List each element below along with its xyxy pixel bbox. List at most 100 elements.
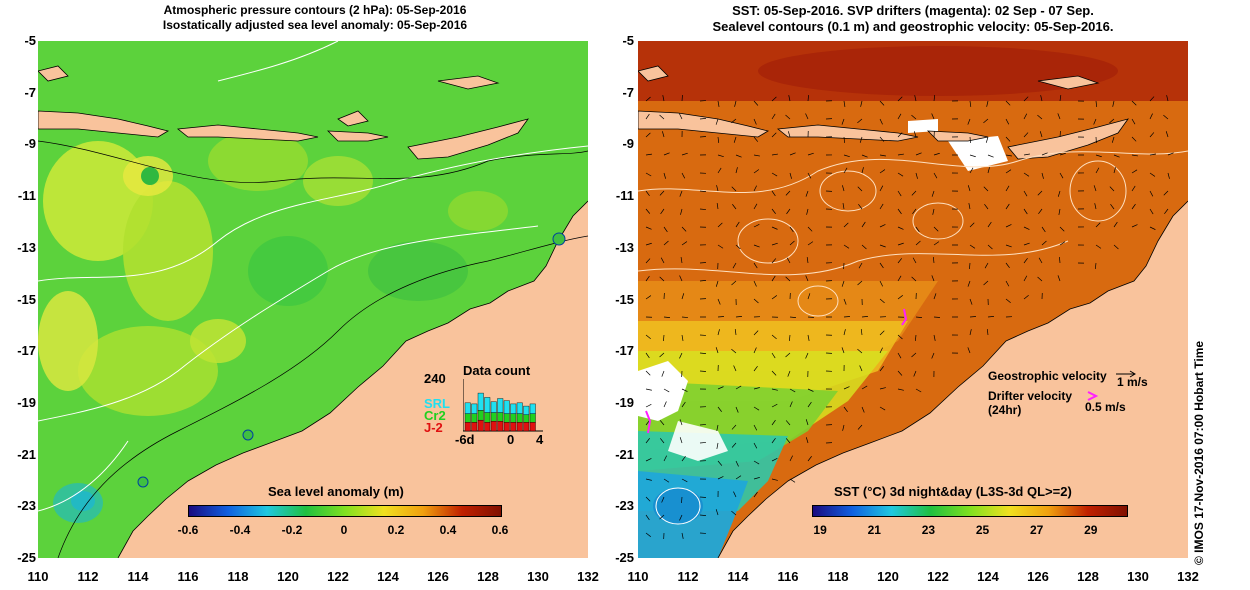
- x-tick-label: 132: [1177, 569, 1199, 584]
- x-tick-label: 118: [227, 569, 249, 584]
- velocity-arrow: [1149, 190, 1154, 197]
- velocity-arrow: [663, 316, 671, 318]
- velocity-arrow: [663, 388, 670, 393]
- velocity-arrow: [753, 365, 758, 372]
- velocity-arrow: [987, 154, 994, 158]
- velocity-arrow: [662, 95, 665, 102]
- velocity-arrow: [679, 275, 683, 282]
- velocity-arrow: [1149, 226, 1156, 230]
- velocity-arrow: [681, 172, 686, 179]
- velocity-arrow: [807, 172, 812, 179]
- velocity-arrow: [932, 208, 935, 215]
- velocity-arrow: [771, 419, 776, 426]
- velocity-arrow: [858, 262, 863, 269]
- velocity-arrow: [681, 316, 689, 318]
- velocity-arrow: [879, 298, 885, 304]
- x-tick-label: 130: [527, 569, 549, 584]
- velocity-arrow: [933, 293, 937, 300]
- velocity-arrow: [645, 496, 651, 502]
- velocity-arrow: [645, 153, 652, 156]
- velocity-arrow: [1131, 118, 1136, 125]
- velocity-arrow: [753, 330, 759, 336]
- velocity-arrow: [1131, 169, 1138, 174]
- velocity-arrow: [931, 190, 935, 197]
- velocity-arrow: [663, 478, 670, 483]
- velocity-arrow: [771, 352, 776, 359]
- velocity-arrow: [786, 257, 791, 264]
- y-tick-label: -23: [17, 498, 36, 514]
- data-count-bar-srl: [523, 405, 530, 415]
- velocity-arrow: [735, 154, 742, 158]
- velocity-arrow: [914, 334, 917, 342]
- velocity-arrow: [771, 334, 777, 340]
- y-tick-label: -21: [615, 446, 634, 462]
- colorbar-tick: -0.2: [281, 523, 303, 537]
- data-count-bar-srl: [490, 401, 497, 413]
- velocity-arrow: [967, 280, 971, 287]
- velocity-arrow: [1095, 222, 1101, 228]
- data-count-bar-srl: [497, 398, 504, 413]
- velocity-arrow: [1131, 154, 1138, 157]
- velocity-arrow: [1005, 224, 1012, 228]
- velocity-arrow: [753, 491, 758, 498]
- velocity-arrow: [733, 136, 737, 143]
- sst-colorbar-label: SST (°C) 3d night&day (L3S-3d QL>=2): [834, 484, 1072, 499]
- y-tick-label: -19: [615, 394, 634, 410]
- velocity-arrow: [861, 385, 868, 390]
- australia-coast: [117, 200, 588, 558]
- data-count-title: Data count: [463, 363, 531, 378]
- velocity-arrow: [987, 244, 993, 250]
- velocity-arrow: [857, 280, 863, 286]
- data-count-bar-srl: [464, 402, 471, 414]
- velocity-arrow: [1094, 203, 1097, 210]
- velocity-arrow: [842, 424, 845, 431]
- colorbar-tick: 25: [975, 523, 990, 537]
- velocity-arrow: [1110, 203, 1115, 210]
- velocity-arrow: [1041, 172, 1044, 179]
- velocity-arrow: [771, 96, 777, 102]
- velocity-arrow: [969, 262, 971, 270]
- velocity-arrow: [911, 114, 917, 120]
- data-count-bar-cr2: [503, 413, 510, 423]
- velocity-arrow: [753, 280, 757, 287]
- velocity-arrow: [1057, 275, 1061, 282]
- velocity-arrow: [969, 329, 972, 336]
- data-count-bar-srl: [484, 397, 491, 413]
- velocity-arrow: [715, 280, 719, 287]
- velocity-arrow: [968, 203, 971, 210]
- velocity-arrow: [987, 221, 992, 228]
- velocity-arrow: [1023, 242, 1030, 246]
- velocity-arrow: [645, 370, 651, 376]
- velocity-arrow: [969, 244, 976, 249]
- sla-colorbar-label: Sea level anomaly (m): [268, 484, 404, 499]
- velocity-arrow: [1023, 257, 1028, 264]
- x-tick-label: 124: [377, 569, 399, 584]
- velocity-arrow: [806, 208, 809, 215]
- colorbar-tick: -0.4: [229, 523, 251, 537]
- velocity-arrow: [1113, 167, 1116, 174]
- velocity-arrow: [915, 388, 922, 393]
- velocity-arrow: [879, 185, 884, 192]
- x-tick-label: 114: [127, 569, 149, 584]
- velocity-arrow: [645, 514, 650, 521]
- y-tick-label: -25: [17, 550, 36, 565]
- data-count-bar-j2: [497, 421, 504, 432]
- velocity-arrow: [911, 276, 917, 282]
- velocity-arrow: [1005, 169, 1012, 174]
- velocity-arrow: [663, 226, 668, 233]
- velocity-arrow: [1059, 95, 1062, 102]
- data-count-bar-cr2: [510, 413, 517, 423]
- velocity-arrow: [663, 401, 667, 408]
- velocity-arrow: [897, 132, 903, 138]
- drifter-velocity-scale: 0.5 m/s: [1085, 400, 1126, 414]
- velocity-arrow: [681, 152, 688, 156]
- velocity-arrow: [1023, 275, 1028, 282]
- velocity-arrow: [879, 244, 886, 248]
- velocity-arrow: [771, 388, 778, 391]
- velocity-arrow: [967, 185, 971, 192]
- velocity-arrow: [659, 438, 665, 444]
- velocity-arrow: [857, 186, 863, 192]
- left-title-line2: Isostatically adjusted sea level anomaly…: [162, 18, 468, 32]
- velocity-arrow: [734, 329, 737, 336]
- velocity-arrow: [897, 172, 904, 177]
